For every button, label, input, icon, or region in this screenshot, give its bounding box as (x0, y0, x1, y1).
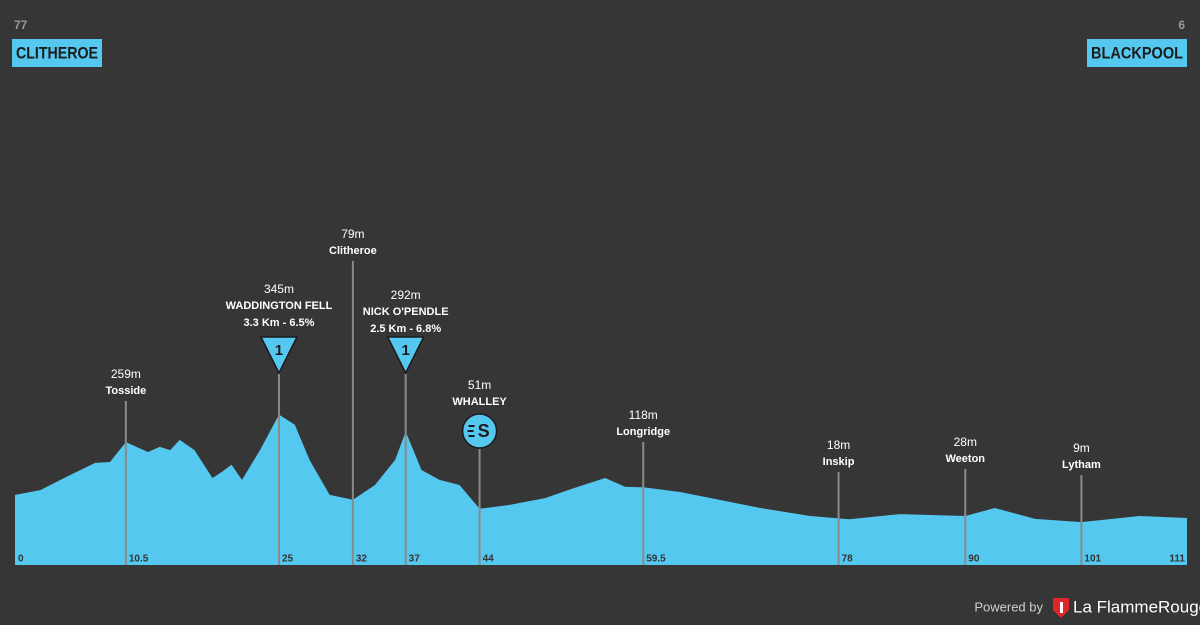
waypoint-name: Weeton (946, 453, 986, 465)
sprint-icon (461, 413, 498, 449)
climb-detail: 2.5 Km - 6.8% (370, 323, 441, 335)
km-label: 32 (356, 554, 368, 565)
waypoint-name: Longridge (616, 426, 670, 438)
waypoint-elevation: 345m (264, 282, 294, 296)
waypoint-name: Inskip (823, 456, 855, 468)
waypoint-elevation: 51m (468, 378, 491, 392)
waypoint-elevation: 118m (629, 408, 658, 422)
km-label: 0 (18, 554, 24, 565)
waypoint-elevation: 259m (111, 367, 141, 381)
km-label: 90 (968, 554, 980, 565)
waypoint-elevation: 79m (341, 227, 364, 241)
waypoint-elevation: 9m (1073, 441, 1090, 455)
waypoint-elevation: 292m (391, 288, 421, 302)
footer-prefix: Powered by (974, 599, 1043, 614)
climb-icon (259, 336, 299, 375)
footer-brand: La FlammeRouge (1073, 597, 1200, 616)
km-label: 10.5 (129, 554, 149, 565)
km-label: 37 (409, 554, 421, 565)
km-label: 59.5 (646, 554, 666, 565)
km-label: 25 (282, 554, 294, 565)
climb-icon (386, 336, 425, 375)
waypoint-elevation: 28m (954, 435, 977, 449)
waypoint-name: Tosside (105, 385, 146, 397)
km-label: 111 (1169, 554, 1185, 565)
finish-name: BLACKPOOL (1091, 43, 1183, 62)
waypoint-name: WADDINGTON FELL (226, 300, 333, 312)
km-label: 101 (1084, 554, 1101, 565)
start-box (12, 39, 102, 67)
finish-box (1087, 39, 1187, 67)
waypoint-name: NICK O'PENDLE (363, 306, 449, 318)
km-label: 78 (842, 554, 854, 565)
climb-category: 1 (401, 342, 409, 359)
waypoint-name: WHALLEY (452, 396, 507, 408)
elevation-profile (15, 414, 1187, 565)
waypoint-name: Lytham (1062, 459, 1101, 471)
climb-category: 1 (275, 342, 283, 359)
brand-logo-mark (1060, 602, 1063, 613)
finish-number: 6 (1178, 18, 1185, 32)
start-number: 77 (14, 18, 28, 32)
sprint-lines (467, 425, 475, 437)
sprint-label: S (478, 421, 490, 441)
waypoint-elevation: 18m (827, 438, 850, 452)
waypoint-name: Clitheroe (329, 245, 377, 257)
climb-detail: 3.3 Km - 6.5% (244, 317, 315, 329)
km-label: 44 (483, 554, 495, 565)
start-name: CLITHEROE (16, 43, 98, 62)
